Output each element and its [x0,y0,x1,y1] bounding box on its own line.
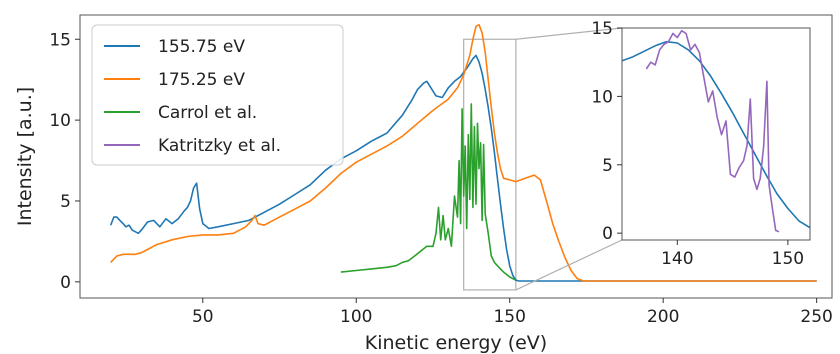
inset-x-tick-label: 150 [772,249,804,269]
main-plot-frame [79,14,833,299]
inset-x-tick-label: 140 [661,249,693,269]
y-axis-label: Intensity [a.u.] [14,87,36,226]
main-x-tick-label: 100 [340,307,372,327]
inset-y-tick-label: 5 [602,156,613,176]
inset-y-tick-label: 10 [591,87,613,107]
legend-label: Katritzky et al. [158,136,281,156]
zoom-connector-bottom [515,239,623,291]
main-x-tick-label: 200 [647,307,679,327]
main-y-tick-label: 5 [60,192,71,212]
zoom-connector-lines [515,27,623,291]
main-x-tick-label: 50 [192,307,214,327]
main-x-tick-label: 150 [493,307,525,327]
legend-label: Carrol et al. [158,103,257,123]
inset-background [622,28,810,240]
zoom-connector-top [515,27,623,40]
series-line-carrol-et-al- [340,103,517,281]
inset-y-tick-label: 15 [591,19,613,39]
main-x-tick-label: 250 [800,307,832,327]
inset-series-line-katritzky-et-al- [645,29,780,233]
legend-label: 175.25 eV [158,70,245,90]
series-line-175-25-ev [110,23,817,282]
inset-series-line-155-75-ev [622,40,810,229]
inset-plot: 140 150 0 5 10 15 [591,19,811,269]
legend-box [91,24,344,166]
inset-y-tick-label: 0 [602,224,613,244]
x-axis-label: Kinetic energy (eV) [365,332,547,354]
main-y-tick-label: 0 [60,273,71,293]
series-line-155-75-ev [109,54,817,282]
inset-plot-frame [621,27,811,241]
legend: 155.75 eV 175.25 eV Carrol et al. Katritzky… [91,24,344,166]
main-y-tick-label: 15 [49,30,71,50]
main-y-tick-label: 10 [49,111,71,131]
legend-label: 155.75 eV [158,37,245,57]
